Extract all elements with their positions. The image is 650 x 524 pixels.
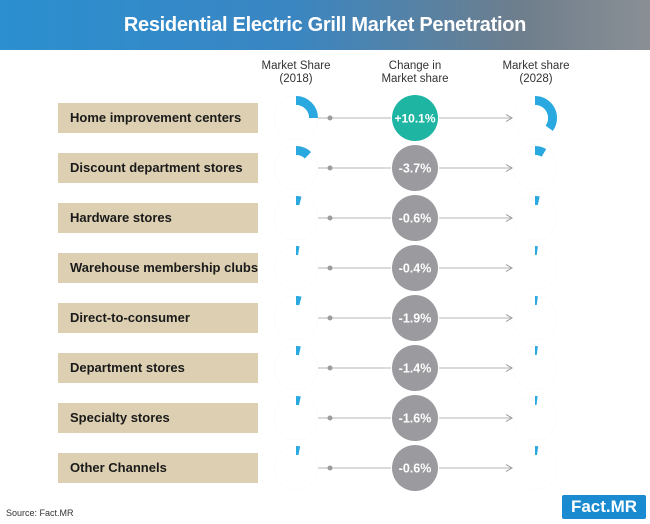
connector-arrow xyxy=(505,364,513,372)
change-circle xyxy=(392,195,438,241)
change-value-label: -1.9% xyxy=(399,312,432,326)
connector-dot xyxy=(327,265,333,271)
connector-dot xyxy=(327,465,333,471)
channel-label: Other Channels xyxy=(58,453,258,483)
connector-arrow xyxy=(505,114,513,122)
column-header-line: (2028) xyxy=(519,73,553,85)
chart-title: Residential Electric Grill Market Penetr… xyxy=(123,13,527,36)
donut-2028-hole xyxy=(522,455,548,481)
change-circle xyxy=(392,395,438,441)
channel-label: Discount department stores xyxy=(58,153,258,183)
change-value-label: -0.6% xyxy=(399,462,432,476)
column-header-line: Change in xyxy=(388,60,442,72)
donut-2018-share-arc xyxy=(295,146,312,159)
donut-2018-hole xyxy=(283,205,309,231)
donut-2018-share-arc xyxy=(295,196,302,206)
change-value-label: -1.6% xyxy=(399,412,432,426)
change-circle xyxy=(392,245,438,291)
donut-2018-share-arc xyxy=(295,296,302,306)
channel-label: Home improvement centers xyxy=(58,103,258,133)
donut-2028-hole xyxy=(522,405,548,431)
connector-arrow xyxy=(505,414,513,422)
donut-2018-hole xyxy=(283,155,309,181)
column-header-line: Market share xyxy=(381,73,449,85)
column-header-share-2018: Market Share (2018) xyxy=(241,60,351,86)
column-header-change: Change in Market share xyxy=(360,60,470,86)
donut-2018-hole xyxy=(283,105,309,131)
connector-arrow xyxy=(505,464,513,472)
channel-label: Specialty stores xyxy=(58,403,258,433)
column-header-line: (2018) xyxy=(279,73,313,85)
donut-2018-hole xyxy=(283,405,309,431)
donut-2028-hole xyxy=(522,255,548,281)
connector-arrow xyxy=(505,214,513,222)
donut-2028-hole xyxy=(522,105,548,131)
channel-label: Direct-to-consumer xyxy=(58,303,258,333)
channel-label: Warehouse membership clubs xyxy=(58,253,258,283)
connector-dot xyxy=(327,165,333,171)
column-header-line: Market share xyxy=(502,60,570,72)
donut-2028-hole xyxy=(522,205,548,231)
donut-2028-hole xyxy=(522,155,548,181)
change-circle xyxy=(392,345,438,391)
connector-arrow xyxy=(505,264,513,272)
donut-2018-hole xyxy=(283,255,309,281)
connector-dot xyxy=(327,365,333,371)
connector-arrow xyxy=(505,164,513,172)
column-header-line: Market Share xyxy=(261,60,331,72)
donut-2018-hole xyxy=(283,455,309,481)
connector-dot xyxy=(327,115,333,121)
connector-dot xyxy=(327,215,333,221)
column-header-share-2028: Market share (2028) xyxy=(481,60,591,86)
change-value-label: +10.1% xyxy=(394,112,435,126)
change-circle xyxy=(392,95,438,141)
title-bar: Residential Electric Grill Market Penetr… xyxy=(0,0,650,50)
change-value-label: -0.6% xyxy=(399,212,432,226)
donut-2028-share-arc xyxy=(534,146,547,157)
connector-dot xyxy=(327,315,333,321)
donut-2028-share-arc xyxy=(534,96,557,131)
factmr-logo: Fact.MR xyxy=(562,495,646,519)
source-note: Source: Fact.MR xyxy=(6,508,74,518)
connector-dot xyxy=(327,415,333,421)
change-value-label: -3.7% xyxy=(399,162,432,176)
change-circle xyxy=(392,445,438,491)
change-value-label: -0.4% xyxy=(399,262,432,276)
donut-2028-hole xyxy=(522,355,548,381)
channel-label: Department stores xyxy=(58,353,258,383)
donut-2018-hole xyxy=(283,355,309,381)
donut-2018-hole xyxy=(283,305,309,331)
change-circle xyxy=(392,295,438,341)
donut-2018-share-arc xyxy=(295,96,318,119)
connector-arrow xyxy=(505,314,513,322)
change-circle xyxy=(392,145,438,191)
donut-2028-hole xyxy=(522,305,548,331)
change-value-label: -1.4% xyxy=(399,362,432,376)
channel-label: Hardware stores xyxy=(58,203,258,233)
